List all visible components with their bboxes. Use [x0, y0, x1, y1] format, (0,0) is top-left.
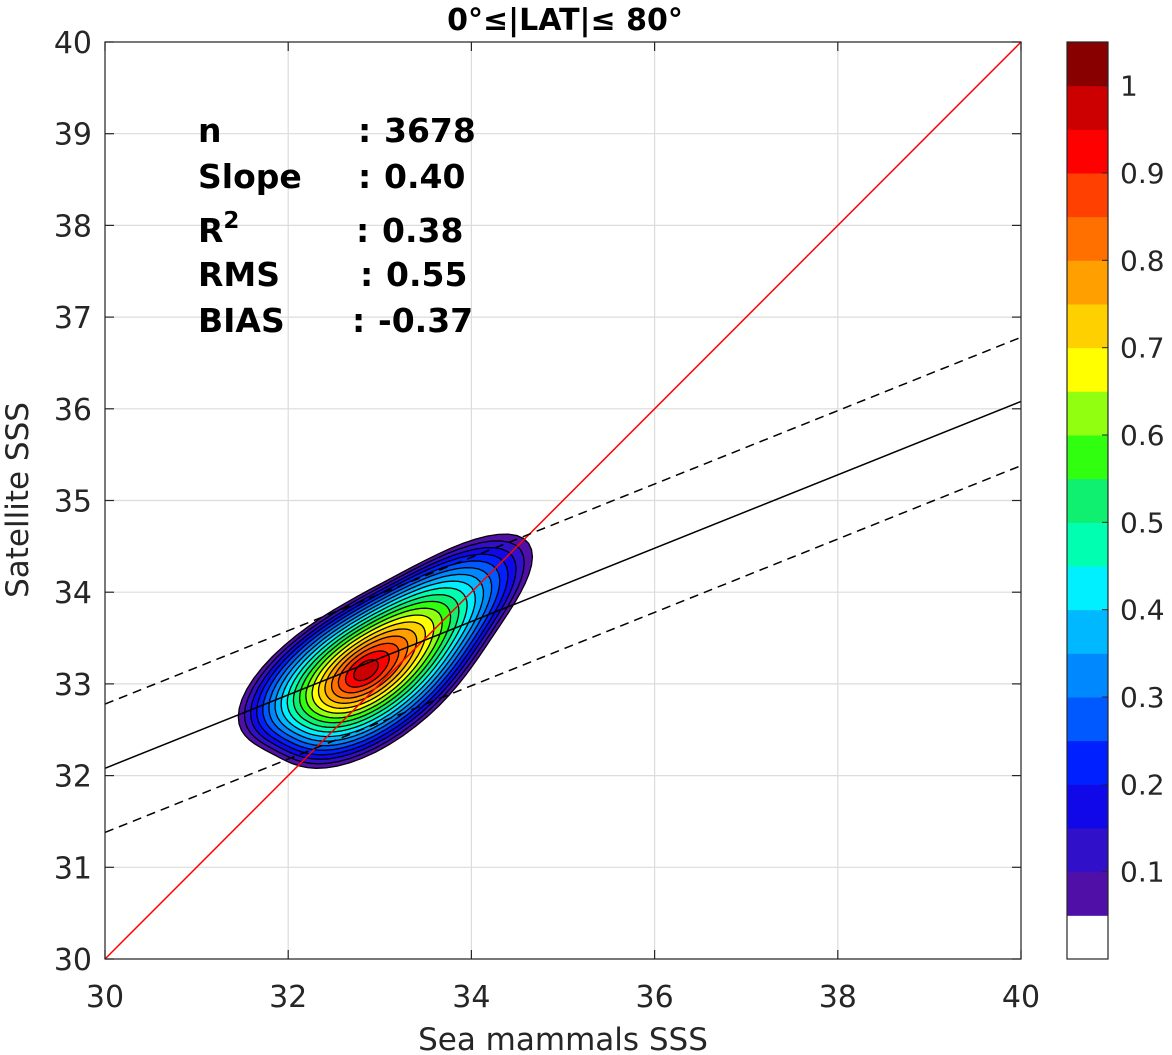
- stat-value-1: 0.40: [384, 157, 465, 196]
- y-tick-label-6: 36: [54, 393, 92, 428]
- stat-label-4: BIAS: [198, 301, 285, 340]
- colorbar-swatch-13: [1067, 347, 1108, 392]
- colorbar-swatch-1: [1067, 871, 1108, 916]
- fit_upper-line: [105, 336, 1021, 705]
- colorbar-swatch-7: [1067, 609, 1108, 654]
- colorbar-swatch-4: [1067, 740, 1108, 785]
- y-tick-label-4: 34: [54, 576, 92, 611]
- x-tick-label-4: 38: [819, 980, 857, 1015]
- stat-value-3: 0.55: [386, 255, 467, 294]
- colorbar-swatch-2: [1067, 828, 1108, 873]
- x-tick-label-2: 34: [452, 980, 490, 1015]
- x-axis-label: Sea mammals SSS: [418, 1022, 708, 1055]
- colorbar-tick-label-3: 0.4: [1120, 594, 1165, 627]
- stat-label-1: Slope: [198, 157, 302, 196]
- colorbar-tick-label-4: 0.5: [1120, 506, 1165, 539]
- colorbar-tick-label-6: 0.7: [1120, 332, 1165, 365]
- axis-ticks: [104, 41, 1022, 960]
- colorbar-swatch-8: [1067, 566, 1108, 611]
- stat-separator-2: :: [356, 211, 369, 250]
- colorbar-tick-label-0: 0.1: [1120, 856, 1165, 889]
- density-contours: [237, 533, 534, 769]
- stat-value-2: 0.38: [382, 211, 463, 250]
- colorbar-swatch-12: [1067, 391, 1108, 436]
- colorbar-frame: [1066, 41, 1109, 960]
- stat-separator-0: :: [358, 111, 371, 150]
- y-tick-label-5: 35: [54, 485, 92, 520]
- stat-separator-1: :: [358, 157, 371, 196]
- y-tick-label-0: 30: [54, 943, 92, 978]
- y-tick-label-7: 37: [54, 301, 92, 336]
- axis-tick-labels: 30 32 34 36 38 40 30 31 32 33 34 35 36 37 38 39 40: [54, 26, 1040, 1015]
- colorbar-swatch-14: [1067, 304, 1108, 349]
- stat-label-0: n: [198, 111, 222, 150]
- y-tick-label-3: 33: [54, 668, 92, 703]
- x-tick-label-5: 40: [1002, 980, 1040, 1015]
- y-tick-label-8: 38: [54, 209, 92, 244]
- y-axis-label: Satellite SSS: [0, 402, 36, 598]
- x-tick-label-1: 32: [269, 980, 307, 1015]
- stat-label-2: R2: [198, 208, 239, 250]
- stat-separator-4: :: [352, 301, 365, 340]
- chart-title: 0°≤|LAT|≤ 80°: [447, 3, 683, 38]
- colorbar-swatch-11: [1067, 435, 1108, 480]
- x-tick-label-0: 30: [86, 980, 124, 1015]
- stat-label-superscript: 2: [223, 208, 239, 234]
- stat-value-0: 3678: [384, 111, 476, 150]
- colorbar-swatch-6: [1067, 653, 1108, 698]
- reference-lines: [105, 42, 1021, 959]
- colorbar-tick-label-2: 0.3: [1120, 681, 1165, 714]
- colorbar-swatch-16: [1067, 216, 1108, 261]
- colorbar-swatch-3: [1067, 784, 1108, 829]
- colorbar-tick-label-8: 0.9: [1120, 157, 1165, 190]
- colorbar-swatch-17: [1067, 173, 1108, 218]
- stat-label-3: RMS: [198, 255, 280, 294]
- colorbar-swatch-18: [1067, 129, 1108, 174]
- colorbar-swatch-5: [1067, 697, 1108, 742]
- colorbar-tick-label-1: 0.2: [1120, 768, 1165, 801]
- colorbar-swatch-10: [1067, 478, 1108, 523]
- colorbar-swatch-0: [1067, 915, 1108, 960]
- x-tick-label-3: 36: [636, 980, 674, 1015]
- stat-value-4: -0.37: [378, 301, 473, 340]
- colorbar-tick-label-9: 1: [1120, 70, 1138, 103]
- y-tick-label-1: 31: [54, 851, 92, 886]
- colorbar-swatch-9: [1067, 522, 1108, 567]
- y-tick-label-9: 39: [54, 118, 92, 153]
- colorbar: 0.1 0.2 0.3 0.4 0.5 0.6 0.7 0.8 0.9 1: [1066, 41, 1165, 960]
- colorbar-swatch-20: [1067, 42, 1108, 87]
- colorbar-tick-label-7: 0.8: [1120, 244, 1165, 277]
- y-tick-label-2: 32: [54, 760, 92, 795]
- fit-line: [105, 400, 1021, 769]
- identity-line: [105, 42, 1021, 959]
- contour-level-19: [353, 659, 379, 682]
- colorbar-tick-label-5: 0.6: [1120, 419, 1165, 452]
- fit_lower-line: [105, 464, 1021, 834]
- stat-separator-3: :: [360, 255, 373, 294]
- colorbar-swatch-19: [1067, 85, 1108, 130]
- y-tick-label-10: 40: [54, 26, 92, 61]
- colorbar-swatch-15: [1067, 260, 1108, 305]
